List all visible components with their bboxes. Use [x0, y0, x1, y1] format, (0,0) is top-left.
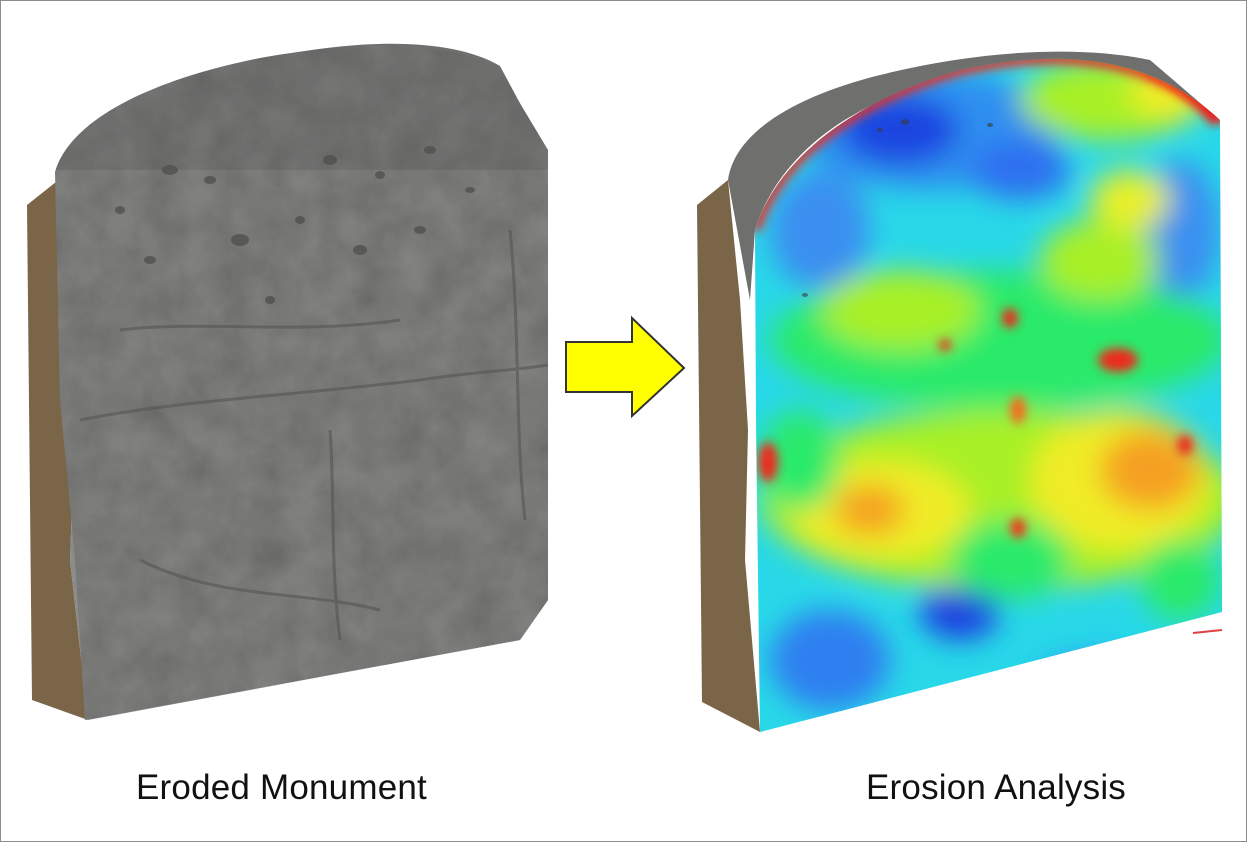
erosion-analysis-monument [697, 51, 1223, 732]
caption-erosion-analysis: Erosion Analysis [866, 768, 1126, 807]
surface-cracks [79, 229, 548, 641]
monument-side-face [27, 182, 88, 720]
caption-eroded-monument: Eroded Monument [136, 768, 427, 807]
analysis-stone-top [728, 51, 1220, 300]
erosion-pits [115, 146, 475, 304]
analysis-side-face [697, 180, 760, 732]
erosion-heatmap [755, 58, 1222, 732]
eroded-monument [27, 43, 548, 721]
scale-mark [1192, 629, 1223, 634]
right-arrow-icon [565, 315, 686, 419]
